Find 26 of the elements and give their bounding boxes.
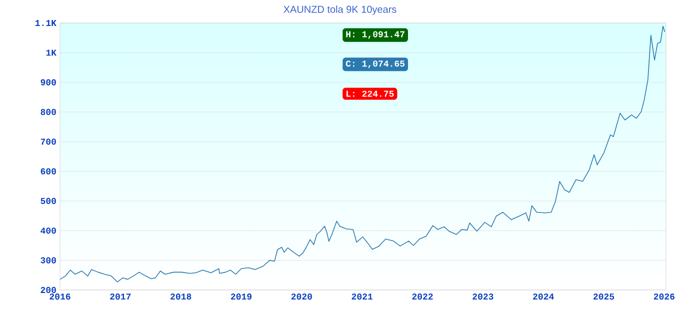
annotation: H: 1,091.47	[346, 31, 404, 39]
y-tick-label: 1K	[46, 50, 56, 56]
line-series	[60, 26, 666, 282]
y-tick-label: 200	[40, 286, 56, 294]
y-tick-label: 1.1K	[35, 20, 56, 26]
x-tick-label: 2016	[50, 294, 70, 300]
chart-title: XAUNZD tola 9K 10years	[284, 6, 396, 15]
x-tick-label: 2022	[412, 294, 433, 300]
x-tick-label: 2025	[593, 294, 614, 300]
y-tick-label: 400	[40, 228, 56, 234]
x-tick-label: 2017	[110, 294, 131, 300]
x-tick-label: 2018	[170, 294, 192, 300]
y-tick-label: 600	[40, 168, 56, 174]
x-tick-label: 2023	[472, 294, 494, 300]
x-tick-label: 2020	[291, 294, 312, 300]
annotation: C: 1,074.65	[346, 60, 405, 68]
y-tick-label: 800	[40, 108, 56, 116]
y-tick-label: 300	[40, 257, 56, 264]
annotation: L: 224.75	[346, 90, 394, 97]
y-tick-label: 900	[40, 79, 56, 86]
x-tick-label: 2024	[533, 294, 554, 300]
x-tick-label: 2026	[654, 294, 674, 300]
x-tick-label: 2019	[230, 294, 252, 300]
x-tick-label: 2021	[352, 294, 373, 300]
y-tick-label: 500	[40, 198, 56, 204]
y-tick-label: 700	[40, 138, 56, 145]
